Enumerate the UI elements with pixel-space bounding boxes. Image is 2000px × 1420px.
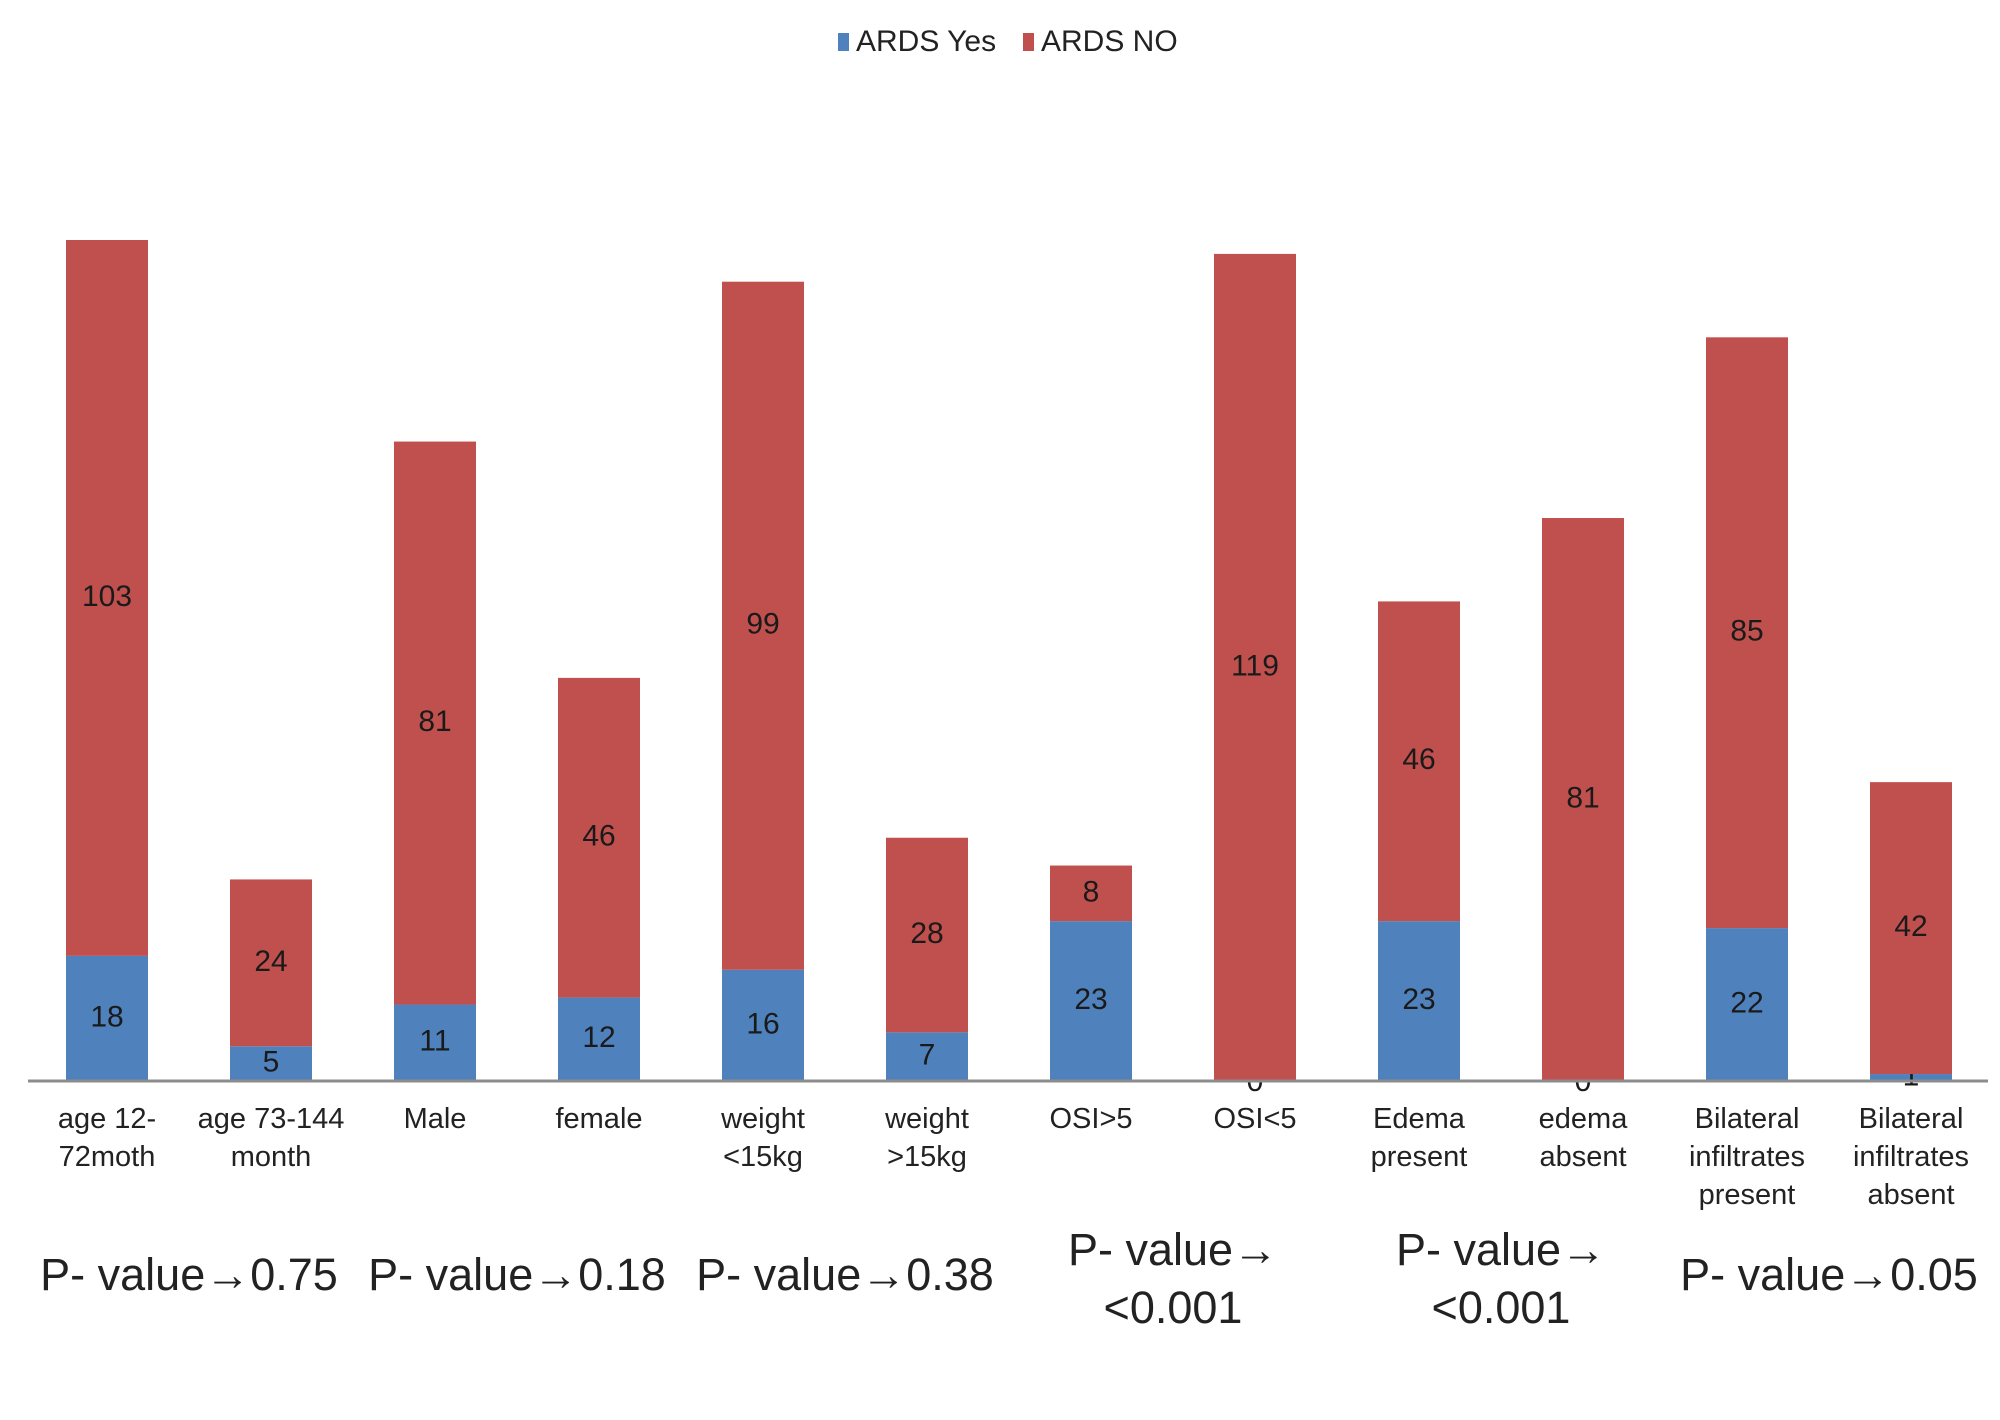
bar-yes-2 [394,1004,476,1081]
legend-label-0: ARDS Yes [856,25,996,58]
category-label-2: Male [404,1103,467,1135]
data-label-no-9: 81 [1566,781,1599,814]
bar-yes-8 [1378,921,1460,1081]
data-label-yes-8: 23 [1402,983,1435,1016]
data-label-no-10: 85 [1730,615,1763,648]
bar-no-0 [66,240,148,956]
p-value-label-5: P- value→0.05 [1680,1249,1978,1300]
bar-no-5 [886,837,968,1033]
bar-no-3 [558,677,640,998]
data-label-no-3: 46 [582,820,615,853]
category-label-4: weight <15kg [720,1103,805,1173]
p-value-label-4: P- value→ <0.001 [1396,1224,1606,1333]
p-value-labels: P- value→0.75 P- value→0.18 P- value→0.38 P… [40,1224,1978,1333]
category-label-10: Bilateral infiltrates present [1689,1103,1805,1211]
bar-yes-6 [1050,921,1132,1081]
bar-yes-11 [1870,1074,1952,1081]
bar-yes-1 [230,1046,312,1081]
data-label-yes-1: 5 [263,1046,280,1079]
data-label-no-2: 81 [418,705,451,738]
category-label-7: OSI<5 [1213,1103,1296,1135]
category-label-3: female [555,1103,642,1135]
p-value-label-2: P- value→0.38 [696,1249,994,1300]
bar-yes-5 [886,1032,968,1081]
bar-no-7 [1214,253,1296,1082]
bar-no-1 [230,879,312,1047]
data-label-yes-2: 11 [419,1025,450,1058]
data-label-yes-4: 16 [746,1007,779,1040]
bar-yes-0 [66,955,148,1081]
legend-swatch-1 [1023,33,1034,51]
data-label-no-1: 24 [254,945,287,978]
data-label-yes-3: 12 [582,1021,615,1054]
bar-no-8 [1378,601,1460,922]
category-label-11: Bilateral infiltrates absent [1853,1103,1969,1211]
bar-no-6 [1050,865,1132,922]
bar-yes-3 [558,997,640,1081]
data-label-yes-5: 7 [919,1039,936,1072]
bar-yes-4 [722,969,804,1081]
bar-yes-10 [1706,928,1788,1081]
category-labels: age 12-72moth age 73-144 month Male female we… [58,1103,1969,1211]
category-label-0: age 12-72moth [58,1103,156,1173]
p-value-label-0: P- value→0.75 [40,1249,338,1300]
legend-swatch-0 [838,33,849,51]
category-label-5: weight >15kg [884,1103,969,1173]
p-value-label-3: P- value→ <0.001 [1068,1224,1278,1333]
data-label-no-8: 46 [1402,743,1435,776]
data-label-no-7: 119 [1231,649,1279,682]
data-label-no-0: 103 [82,580,132,613]
data-label-no-5: 28 [910,917,943,950]
category-label-9: edema absent [1539,1103,1629,1173]
bar-no-9 [1542,518,1624,1081]
data-label-no-6: 8 [1083,875,1100,908]
p-value-label-1: P- value→0.18 [368,1249,666,1300]
data-label-yes-10: 22 [1730,986,1763,1019]
bar-no-10 [1706,337,1788,929]
bars-group: 1810352411811246169972823801192346081228… [66,240,1952,1098]
category-label-8: Edema present [1371,1103,1468,1173]
data-label-no-11: 42 [1894,910,1927,943]
category-label-1: age 73-144 month [198,1103,345,1173]
bar-no-4 [722,281,804,970]
data-label-yes-0: 18 [90,1000,123,1033]
chart-legend: ARDS Yes ARDS NO [838,25,1178,58]
legend-label-1: ARDS NO [1041,25,1178,58]
bar-no-2 [394,441,476,1005]
bar-no-11 [1870,782,1952,1075]
category-label-6: OSI>5 [1049,1103,1132,1135]
data-label-no-4: 99 [746,608,779,641]
data-label-yes-6: 23 [1074,983,1107,1016]
